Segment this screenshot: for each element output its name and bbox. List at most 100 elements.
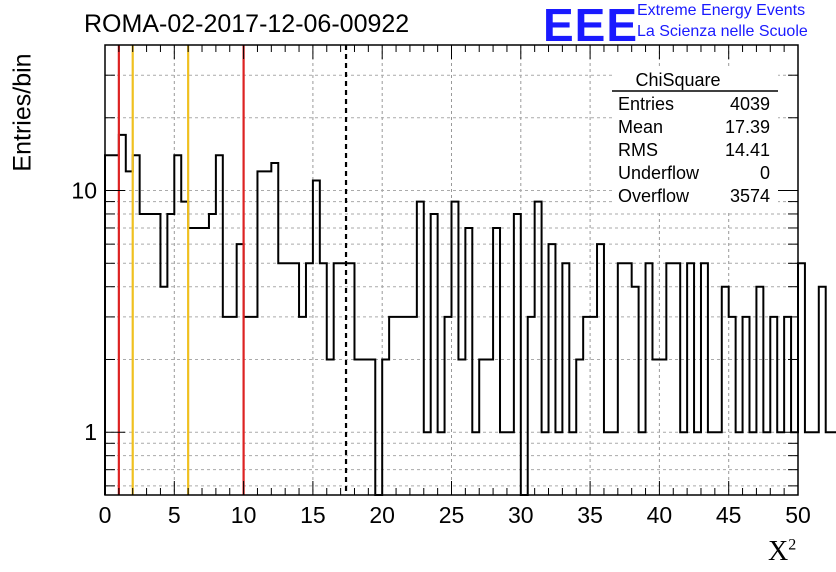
histogram-bin	[410, 317, 417, 495]
histogram-bin	[445, 317, 452, 495]
x-axis-label: X2	[768, 536, 797, 567]
histogram-bin	[299, 317, 306, 495]
histogram-bin	[493, 228, 500, 495]
histogram-bin	[743, 317, 750, 495]
histogram-bin	[202, 228, 209, 495]
histogram-bin	[327, 359, 334, 495]
histogram-bin	[278, 263, 285, 495]
y-tick-label: 10	[71, 178, 97, 204]
histogram-bin	[105, 155, 112, 495]
x-tick-label: 15	[300, 502, 326, 528]
histogram-bin	[632, 287, 639, 495]
histogram-bin	[535, 202, 542, 495]
histogram-bin	[209, 214, 216, 495]
axis-ticks	[104, 44, 799, 495]
histogram-bin	[549, 244, 556, 495]
histogram-bin	[431, 214, 438, 495]
y-tick-label: 1	[84, 419, 97, 445]
histogram-bin	[195, 228, 202, 495]
histogram-bin	[576, 359, 583, 495]
histogram-bin	[819, 287, 826, 495]
histogram-bin	[646, 263, 653, 495]
histogram-bin	[452, 202, 459, 495]
histogram-bin	[167, 214, 174, 495]
plot-title: ROMA-02-2017-12-06-00922	[84, 10, 410, 38]
stats-value: 4039	[730, 94, 770, 114]
histogram-bin	[625, 263, 632, 495]
histogram-bin	[140, 214, 147, 495]
x-tick-label: 10	[231, 502, 257, 528]
histogram-bin	[514, 214, 521, 495]
histogram-bin	[597, 244, 604, 495]
histogram-bin	[784, 317, 791, 495]
stats-value: 17.39	[725, 117, 770, 137]
histogram-bin	[722, 287, 729, 495]
histogram-bin	[528, 317, 535, 495]
histogram-bin	[562, 263, 569, 495]
histogram-bin	[147, 214, 154, 495]
histogram-bin	[251, 317, 258, 495]
histogram-bin	[701, 263, 708, 495]
x-tick-label: 35	[577, 502, 603, 528]
histogram-bin	[396, 317, 403, 495]
histogram-bin	[389, 317, 396, 495]
stats-label: RMS	[618, 140, 658, 160]
histogram-bin	[812, 432, 819, 495]
stats-title: ChiSquare	[635, 70, 720, 90]
stats-label: Overflow	[618, 186, 690, 206]
eee-logo: EEE	[543, 0, 639, 51]
histogram-bin	[729, 317, 736, 495]
histogram-bin	[285, 263, 292, 495]
histogram-line	[104, 133, 836, 496]
histogram-bin	[479, 359, 486, 495]
x-tick-label: 40	[647, 502, 673, 528]
stats-value: 3574	[730, 186, 770, 206]
histogram-bin	[652, 359, 659, 495]
x-tick-label: 5	[168, 502, 181, 528]
histogram-bin	[583, 317, 590, 495]
histogram-bin	[174, 155, 181, 495]
histogram-bin	[403, 317, 410, 495]
histogram-bin	[230, 317, 237, 495]
histogram-bin	[465, 228, 472, 495]
histogram-bin	[756, 287, 763, 495]
stats-box: ChiSquare Entries 4039 Mean 17.39 RMS 14.41 Und…	[612, 68, 778, 210]
histogram-bin	[826, 432, 833, 495]
histogram-bin	[354, 359, 361, 495]
histogram-bin	[216, 155, 223, 495]
x-tick-label: 25	[439, 502, 465, 528]
histogram-bin	[160, 287, 167, 495]
histogram-bin	[320, 263, 327, 495]
histogram-bin	[687, 263, 694, 495]
stats-label: Entries	[618, 94, 674, 114]
tick-labels: 0 5 10 15 20 25 30 35 40 45 50 1 10	[71, 178, 810, 528]
histogram-bin	[361, 359, 368, 495]
histogram-bin	[673, 263, 680, 495]
histogram-bin	[334, 263, 341, 495]
y-axis-label: Entries/bin	[8, 53, 37, 172]
histogram-bin	[292, 263, 299, 495]
histogram-bin	[618, 263, 625, 495]
stats-value: 0	[760, 163, 770, 183]
histogram-bin	[770, 317, 777, 495]
x-tick-label: 30	[508, 502, 534, 528]
histogram-bin	[264, 171, 271, 495]
stats-label: Mean	[618, 117, 663, 137]
histogram-bin	[417, 202, 424, 495]
stats-value: 14.41	[725, 140, 770, 160]
x-tick-label: 20	[369, 502, 395, 528]
histogram-bin	[666, 263, 673, 495]
histogram-bin	[306, 263, 313, 495]
histogram-bin	[382, 359, 389, 495]
histogram-bin	[659, 359, 666, 495]
histogram-series	[104, 133, 836, 496]
x-tick-label: 0	[99, 502, 112, 528]
x-tick-label: 45	[716, 502, 742, 528]
histogram-bin	[486, 359, 493, 495]
logo-text-line2: La Scienza nelle Scuole	[637, 23, 808, 40]
histogram-bin	[368, 359, 375, 495]
histogram-bin	[458, 359, 465, 495]
stats-label: Underflow	[618, 163, 700, 183]
histogram-bin	[223, 317, 230, 495]
